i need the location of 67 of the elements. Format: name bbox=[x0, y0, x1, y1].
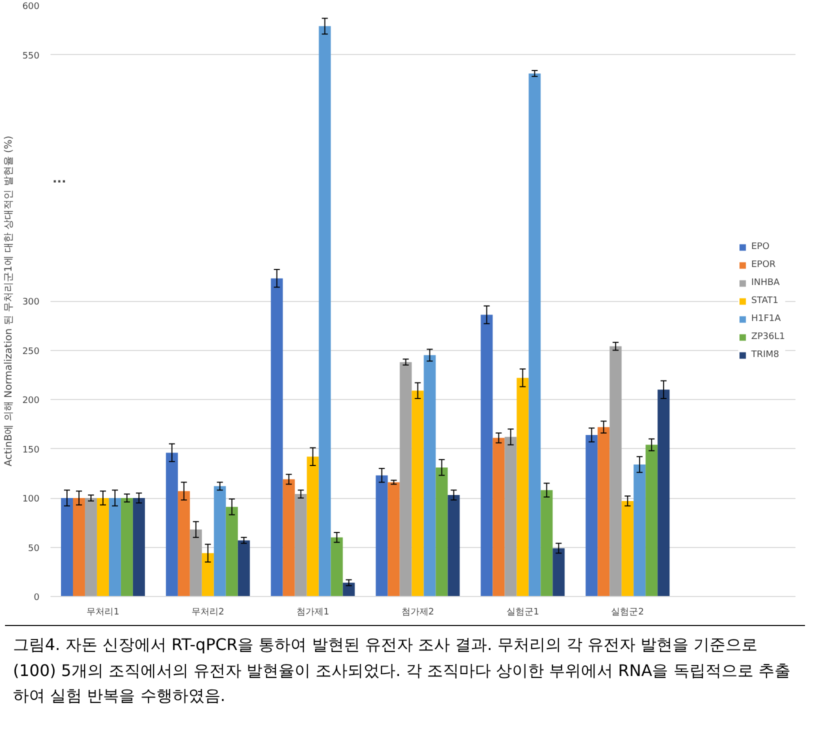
bar bbox=[598, 427, 610, 596]
bar bbox=[238, 540, 250, 596]
legend-label: EPO bbox=[751, 242, 770, 252]
y-tick-label: 300 bbox=[22, 298, 40, 308]
bar bbox=[306, 456, 319, 596]
bar bbox=[540, 490, 553, 596]
x-tick-label: 무처리2 bbox=[192, 608, 224, 618]
bar bbox=[294, 494, 307, 596]
bar bbox=[646, 444, 658, 596]
y-axis-title: ActinB에 의해 Normalization 된 무처리군1에 대한 상대적인 발현율 (%) bbox=[3, 136, 14, 466]
bar bbox=[504, 436, 517, 596]
y-tick-label: 50 bbox=[28, 544, 40, 554]
x-tick-label: 실험군1 bbox=[506, 608, 540, 618]
legend-label: EPOR bbox=[751, 260, 776, 270]
bar bbox=[586, 434, 598, 596]
bar bbox=[528, 73, 541, 596]
legend-label: TRIM8 bbox=[751, 350, 780, 360]
bar bbox=[412, 390, 424, 596]
bar bbox=[552, 548, 565, 596]
bar bbox=[318, 26, 331, 596]
bar bbox=[84, 498, 97, 596]
bar bbox=[214, 486, 226, 596]
legend-label: STAT1 bbox=[751, 296, 778, 306]
bar bbox=[610, 346, 622, 596]
y-tick-label: 550 bbox=[22, 51, 40, 62]
bar bbox=[424, 355, 436, 596]
y-tick-label: 150 bbox=[22, 445, 40, 456]
bar bbox=[190, 530, 202, 596]
bar bbox=[270, 278, 283, 596]
bar bbox=[178, 491, 190, 596]
caption: 그림4. 자돈 신장에서 RT-qPCR을 통하여 발현된 유전자 조사 결과. 무처리의 각 유전자 발현을 기준으로 (100) 5개의 조직에서의 유전자 발현율이 조사되었다. 각 조직마다 상이한 부위에서 RNA을 독립적으로 추출하여 실험 반복을 수행하였음. bbox=[13, 634, 792, 708]
bar bbox=[388, 482, 400, 596]
bar bbox=[376, 475, 388, 596]
legend-label: INHBA bbox=[751, 278, 780, 288]
bar bbox=[658, 390, 670, 596]
x-tick-label: 첨가제1 bbox=[296, 608, 330, 618]
bar bbox=[480, 314, 493, 596]
y-tick-label: 250 bbox=[22, 346, 40, 357]
bar bbox=[448, 495, 460, 596]
x-tick-label: 첨가제2 bbox=[401, 608, 434, 618]
bar bbox=[72, 498, 85, 596]
bar bbox=[622, 500, 634, 596]
bar bbox=[132, 498, 145, 596]
y-tick-label: 0 bbox=[34, 593, 40, 603]
y-tick-label: 100 bbox=[22, 494, 40, 504]
bar bbox=[282, 479, 295, 596]
bar bbox=[166, 452, 178, 596]
bar bbox=[634, 464, 646, 596]
bar bbox=[108, 498, 121, 596]
bar bbox=[202, 553, 214, 596]
bar bbox=[60, 498, 73, 596]
x-tick-label: 실험군2 bbox=[611, 608, 644, 618]
annotation: ... bbox=[52, 171, 66, 186]
bar bbox=[400, 362, 412, 596]
bar bbox=[492, 438, 505, 596]
y-tick-label: 600 bbox=[22, 2, 40, 12]
x-tick-label: 무처리1 bbox=[86, 608, 120, 618]
bar bbox=[342, 582, 355, 596]
bar bbox=[436, 467, 448, 596]
bar bbox=[516, 378, 529, 596]
bar bbox=[96, 498, 109, 596]
bar bbox=[330, 537, 343, 596]
bar bbox=[120, 498, 133, 596]
y-tick-label: 200 bbox=[22, 396, 40, 406]
legend-label: H1F1A bbox=[751, 314, 781, 324]
bar bbox=[226, 506, 238, 596]
legend-label: ZP36L1 bbox=[751, 332, 785, 342]
